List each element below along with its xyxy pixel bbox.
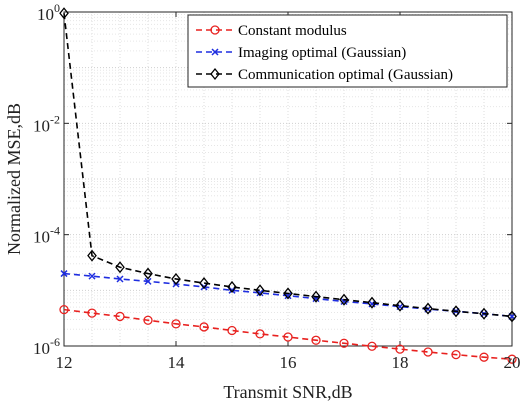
data-point [479,307,489,320]
marker-stroke [284,292,292,300]
data-point [451,349,461,360]
data-point [199,322,209,332]
data-point [199,277,209,290]
y-tick-label: 100 [37,1,60,24]
legend-box [187,14,508,88]
legend-marker [210,67,220,81]
marker-stroke [144,277,152,285]
data-point [367,341,377,351]
data-point [451,305,461,318]
data-point [227,325,237,336]
marker-stroke [88,272,96,280]
x-tick-label: 14 [168,353,186,372]
x-tick-label: 20 [504,353,521,372]
legend-marker [210,25,220,35]
legend-label: Imaging optimal (Gaussian) [238,45,406,61]
data-point [59,304,69,315]
series-line [63,308,513,360]
series-1 [59,304,517,364]
data-point [115,311,125,322]
data-point [255,284,265,297]
data-point [116,275,124,283]
data-point [87,308,97,318]
data-point [227,280,237,293]
legend: Constant modulus Imaging optimal (Gaussia… [187,14,508,88]
x-axis-title: Transmit SNR,dB [223,382,352,402]
data-point [87,249,97,262]
data-point [283,287,293,300]
data-point [143,267,153,280]
legend-entry: Imaging optimal (Gaussian) [196,45,406,61]
data-point [395,299,405,312]
data-point [395,344,405,354]
data-point [367,296,377,309]
data-point [339,338,349,348]
tick-labels: 12 14 16 18 20 10-6 10-4 10-2 100 [33,1,521,372]
legend-entry: Communication optimal (Gaussian) [196,67,453,83]
y-tick-label: 10-6 [33,335,60,358]
data-point [479,352,489,362]
data-point [507,310,517,323]
data-point [115,261,125,274]
data-point [59,7,69,20]
data-point [60,270,68,278]
axis-ticks [63,11,513,347]
y-tick-label: 10-4 [33,224,60,247]
data-point [255,329,265,339]
data-point [311,290,321,303]
x-tick-label: 18 [392,353,409,372]
data-point [143,315,153,325]
marker-stroke [211,48,219,56]
data-point [507,354,517,364]
series-line [63,13,513,318]
x-tick-label: 16 [280,353,297,372]
legend-label: Constant modulus [238,23,347,39]
marker-stroke [228,286,236,294]
data-point [311,335,321,345]
marker-stroke [256,289,264,297]
series-layer [59,7,517,364]
data-point [171,272,181,286]
x-tick-label: 12 [56,353,73,372]
marker-stroke [60,270,68,278]
legend-label: Communication optimal (Gaussian) [238,67,453,83]
legend-entry: Constant modulus [196,23,347,39]
data-point [144,277,152,285]
data-point [423,347,433,357]
legend-marker [211,48,219,56]
data-point [339,293,349,306]
y-axis-title: Normalized MSE,dB [4,103,24,255]
marker-stroke [116,275,124,283]
data-point [228,286,236,294]
series-3 [59,7,517,323]
y-tick-label: 10-2 [33,112,60,135]
data-point [88,272,96,280]
data-point [423,302,433,315]
data-point [171,319,181,329]
data-point [283,332,293,342]
